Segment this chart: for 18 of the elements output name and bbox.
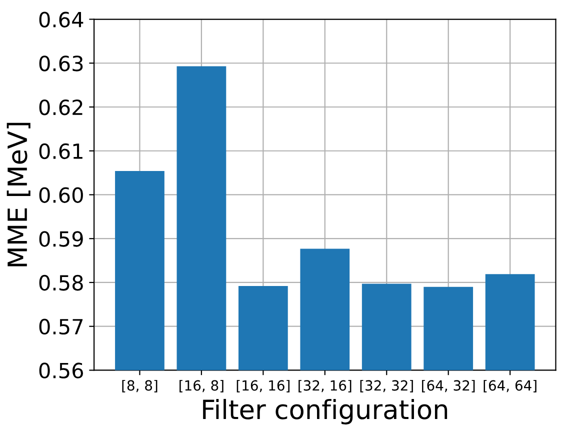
y-tick-label: 0.59 — [39, 231, 83, 247]
y-tick-label: 0.58 — [39, 274, 83, 291]
x-tick-label: [64, 32] — [422, 380, 475, 392]
x-tick-label: [32, 32] — [360, 380, 413, 392]
x-tick-label: [64, 64] — [484, 380, 536, 392]
x-tick-label: [8, 8] — [122, 380, 158, 392]
x-axis-title: Filter configuration — [203, 398, 448, 424]
y-tick-label: 0.56 — [39, 362, 84, 378]
y-tick-label: 0.62 — [39, 99, 82, 116]
y-tick-label: 0.61 — [39, 143, 82, 160]
x-tick-label: [32, 16] — [298, 380, 352, 392]
y-axis-title: MME [MeV] — [6, 122, 30, 266]
y-tick-label: 0.63 — [39, 56, 83, 72]
y-tick-label: 0.64 — [39, 12, 84, 28]
y-tick-label: 0.60 — [39, 187, 83, 203]
x-tick-label: [16, 16] — [236, 380, 290, 392]
x-tick-label: [16, 8] — [180, 380, 224, 392]
y-tick-label: 0.57 — [39, 318, 83, 335]
